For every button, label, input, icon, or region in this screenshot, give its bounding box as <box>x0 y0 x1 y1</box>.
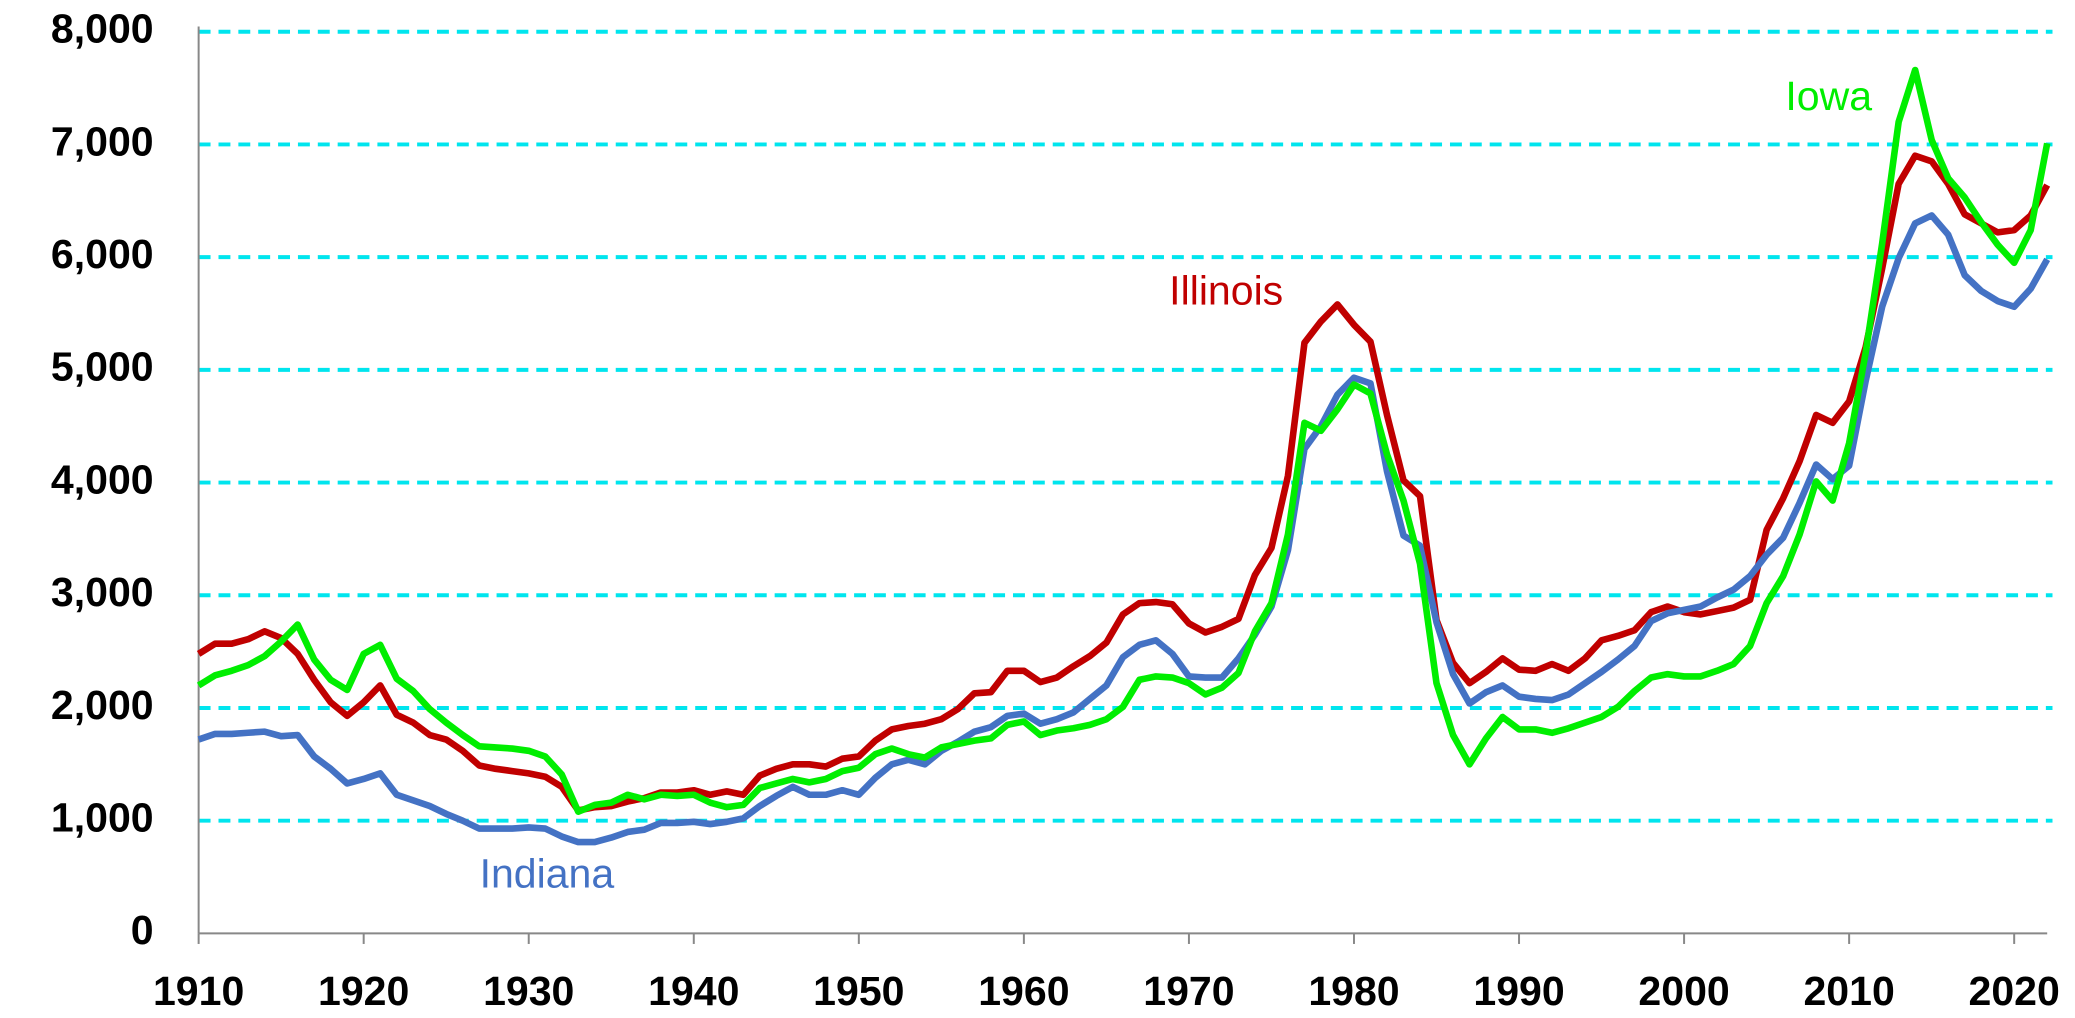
y-tick-label: 7,000 <box>51 118 154 164</box>
x-tick-label: 1930 <box>483 968 574 1014</box>
x-tick-label: 2000 <box>1638 968 1729 1014</box>
x-tick-label: 1990 <box>1473 968 1564 1014</box>
series-label: Illinois <box>1169 267 1283 313</box>
series-line <box>197 212 2051 846</box>
y-tick-label: 2,000 <box>51 682 154 728</box>
series-line <box>196 152 2051 814</box>
x-tick-label: 1970 <box>1143 968 1234 1014</box>
x-tick-label: 1920 <box>318 968 409 1014</box>
x-tick-label: 1980 <box>1308 968 1399 1014</box>
y-tick-label: 6,000 <box>51 231 154 277</box>
series-line <box>196 66 2051 815</box>
x-tick-label: 1910 <box>153 968 244 1014</box>
series-label: Indiana <box>480 850 615 896</box>
y-tick-label: 0 <box>131 907 154 953</box>
y-tick-label: 4,000 <box>51 456 154 502</box>
x-tick-label: 1950 <box>813 968 904 1014</box>
x-tick-label: 2020 <box>1969 968 2060 1014</box>
x-tick-label: 1940 <box>648 968 739 1014</box>
x-tick-label: 1960 <box>978 968 1069 1014</box>
y-tick-label: 1,000 <box>51 795 154 841</box>
x-tick-label: 2010 <box>1803 968 1894 1014</box>
series-label: Iowa <box>1785 73 1872 119</box>
y-tick-label: 5,000 <box>51 344 154 390</box>
y-tick-label: 3,000 <box>51 569 154 615</box>
y-tick-label: 8,000 <box>51 6 154 52</box>
